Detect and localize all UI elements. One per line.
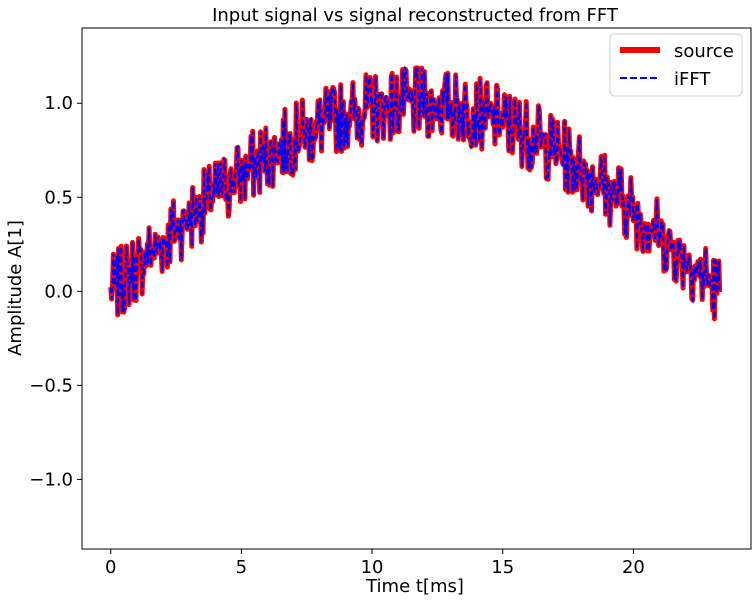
y-axis: −1.0 −0.5 0.0 0.5 1.0 — [29, 93, 82, 490]
y-tick-label: 0.0 — [44, 281, 73, 302]
x-tick-label: 10 — [361, 557, 384, 578]
x-tick-label: 15 — [491, 557, 514, 578]
series-source-line — [108, 65, 723, 322]
chart-title: Input signal vs signal reconstructed fro… — [212, 5, 619, 26]
x-axis: 0 5 10 15 20 — [105, 549, 645, 578]
x-tick-label: 0 — [105, 557, 116, 578]
x-tick-label: 5 — [236, 557, 247, 578]
y-tick-label: −0.5 — [29, 375, 73, 396]
series-ifft-line — [109, 65, 721, 319]
plot-frame — [81, 27, 752, 550]
y-axis-label: Amplitude A[1] — [5, 220, 26, 356]
x-axis-label: Time t[ms] — [365, 576, 464, 597]
series-layer — [108, 65, 723, 322]
y-tick-label: 0.5 — [44, 187, 73, 208]
x-tick-label: 20 — [622, 557, 645, 578]
legend: source iFFT — [609, 33, 743, 97]
y-tick-label: 1.0 — [44, 93, 73, 114]
legend-label-source: source — [674, 41, 734, 62]
y-tick-label: −1.0 — [29, 469, 73, 490]
legend-label-ifft: iFFT — [674, 69, 711, 90]
